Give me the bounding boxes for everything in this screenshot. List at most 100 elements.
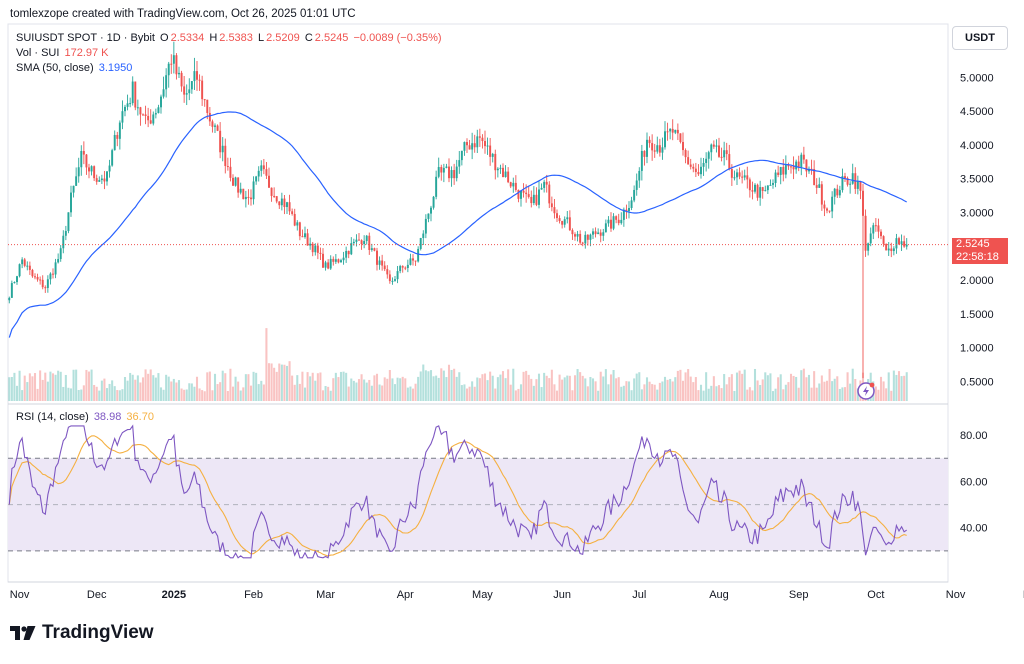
candle-body [718,145,720,157]
price-tick-label: 2.0000 [960,275,994,287]
volume-bar [219,382,222,401]
author-credit: tomlexzope created with TradingView.com,… [10,8,356,20]
sma-label[interactable]: SMA (50, close) [16,62,94,74]
time-tick-label: Oct [867,589,884,601]
candle-body [427,213,430,219]
volume-bar [573,375,577,401]
candle-body [237,177,240,193]
candle-body [280,198,283,206]
volume-bar [607,384,610,401]
volume-bar [563,377,566,401]
volume-bar [221,370,224,401]
volume-bar [900,376,903,401]
volume-bar [337,377,340,401]
volume-bar [162,389,165,401]
candle-body [869,233,872,244]
candle-body [489,145,492,157]
volume-bar [427,371,430,401]
candle-body [651,143,654,151]
candle-body [864,215,867,251]
candle-body [813,168,816,186]
volume-bar [638,372,641,401]
volume-bar [509,384,512,401]
volume-bar [409,386,412,401]
volume-bar [339,371,343,401]
volume-bar [136,375,139,401]
candle-body [558,218,561,222]
volume-bar [129,372,132,401]
candle-body [885,243,888,251]
volume-bar [141,377,145,401]
candle-body [314,245,317,253]
candle-body [100,178,103,181]
volume-bar [285,365,289,401]
currency-button[interactable]: USDT [952,26,1008,50]
volume-bar [738,370,741,401]
volume-bar [213,373,217,401]
candle-body [597,232,600,235]
volume-bar [80,389,83,401]
candle-body [448,166,450,179]
candle-body [59,248,62,260]
volume-bar [499,374,502,401]
candle-body [877,225,880,232]
rsi-line [8,424,908,559]
rsi-label[interactable]: RSI (14, close) [16,411,89,423]
tradingview-logo-icon [10,626,36,640]
volume-bar [846,372,849,401]
volume-bar [584,378,587,401]
tradingview-logo[interactable]: TradingView [10,622,154,644]
candle-body [820,184,823,205]
volume-bar [62,386,65,401]
volume-bar [23,375,26,401]
candle-body [723,150,726,158]
candle-body [165,75,168,90]
volume-bar [543,372,546,401]
volume-bar [201,390,204,401]
candle-body [787,164,790,167]
candle-body [345,250,348,258]
symbol-name[interactable]: SUIUSDT SPOT · 1D · Bybit [16,32,155,44]
volume-bar [720,388,723,401]
candle-body [409,258,412,265]
volume-bar [725,384,728,401]
volume-bar [622,385,625,401]
candle-body [211,121,214,127]
candle-body [247,196,250,198]
candle-body [460,150,463,161]
volume-bar [108,383,111,401]
volume-bar [751,390,754,401]
candle-body [250,197,252,200]
volume-bar [833,378,836,401]
volume-bar [404,378,407,401]
price-tick-label: 3.5000 [960,174,994,186]
volume-bar [414,383,417,401]
volume-bar [388,370,391,401]
volume-label[interactable]: Vol · SUI [16,47,60,59]
volume-bar [771,391,775,401]
volume-bar [558,374,561,401]
candle-body [859,181,862,191]
candle-body [612,216,615,229]
candle-body [527,194,530,197]
volume-bar [843,387,847,401]
candle-body [571,230,574,235]
volume-bar [800,370,803,401]
candle-body [23,259,26,266]
candle-body [795,161,798,170]
candle-body [378,260,381,265]
volume-bar [684,372,687,401]
volume-bar [244,374,247,401]
volume-bar [550,369,553,401]
candle-body [535,194,538,205]
candle-body [21,259,24,265]
volume-bar [44,372,47,401]
volume-bar [825,380,829,401]
candle-body [694,168,697,173]
candle-body [198,79,201,81]
candle-body [126,103,129,107]
candle-body [265,169,268,176]
volume-bar [440,368,443,401]
volume-bar [895,374,898,401]
